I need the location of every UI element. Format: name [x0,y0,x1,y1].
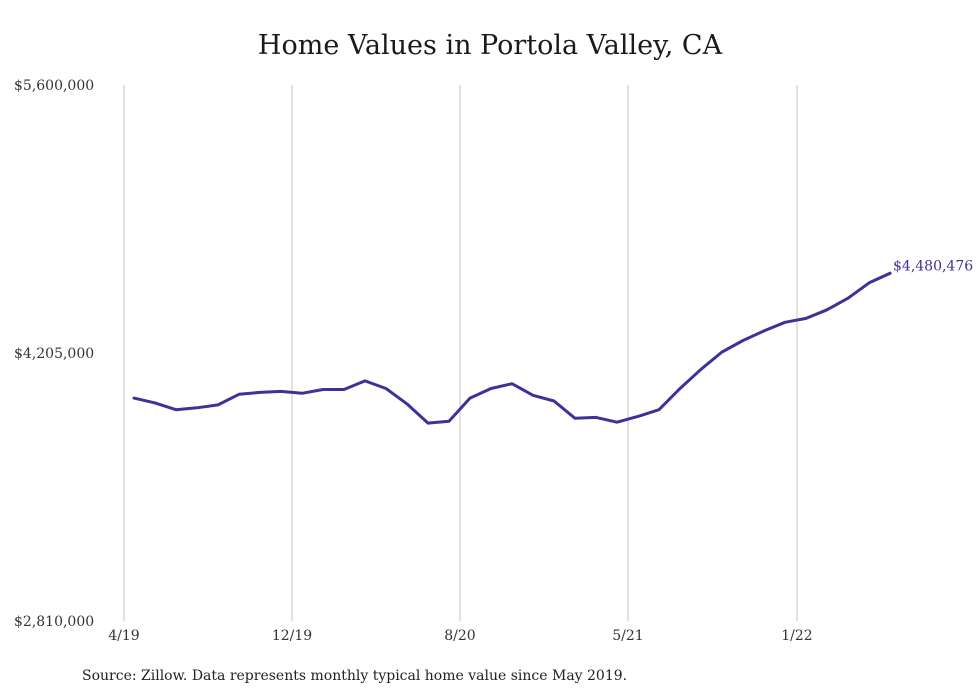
series-line [132,271,892,425]
x-tick-label: 5/21 [612,628,643,644]
x-tick-label: 12/19 [272,628,312,644]
y-tick-label: $5,600,000 [14,78,94,94]
x-axis-ticks: 4/19 12/19 8/20 5/21 1/22 [108,628,812,644]
chart-title: Home Values in Portola Valley, CA [257,30,723,61]
x-tick-label: 1/22 [781,628,812,644]
data-point-last [888,271,892,275]
x-tick-label: 4/19 [108,628,139,644]
grid-lines [123,85,798,621]
end-value-label: $4,480,476 [893,258,973,274]
source-note: Source: Zillow. Data represents monthly … [82,668,628,684]
x-tick-label: 8/20 [444,628,475,644]
y-axis-ticks: $2,810,000 $4,205,000 $5,600,000 [14,78,94,630]
y-tick-label: $2,810,000 [14,614,94,630]
y-tick-label: $4,205,000 [14,346,94,362]
series-layer: $4,480,476 [132,258,973,425]
